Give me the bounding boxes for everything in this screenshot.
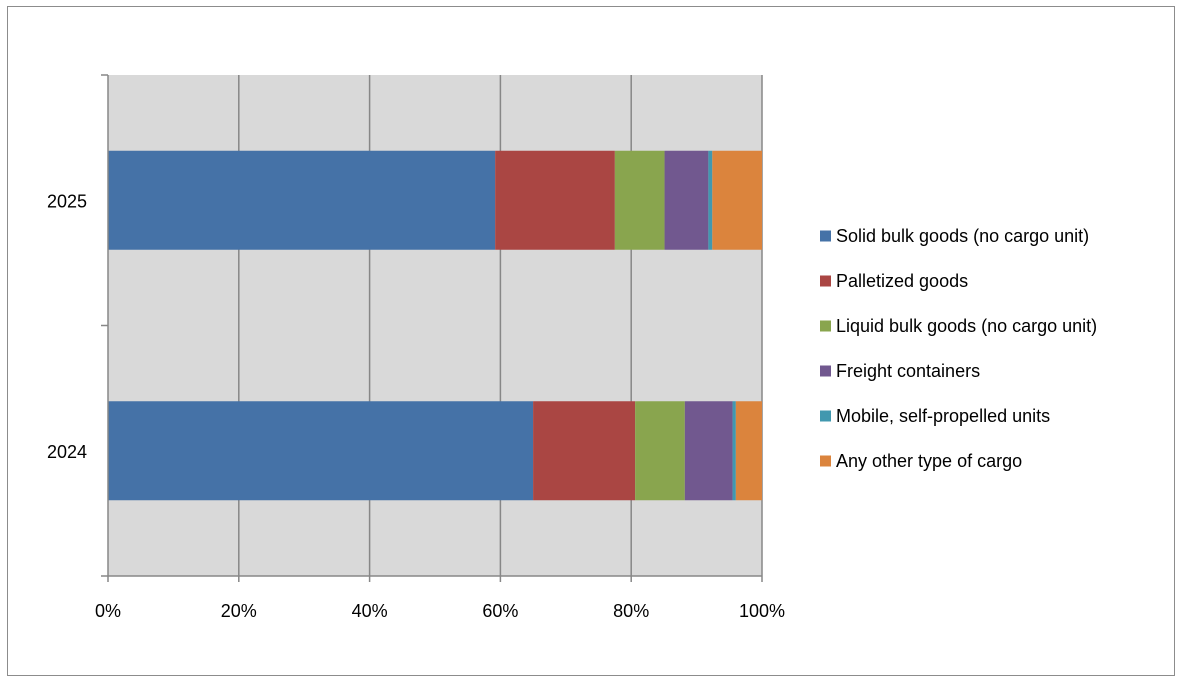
- axes: [101, 74, 763, 582]
- legend-swatch: [820, 455, 831, 467]
- y-tick-label: 2025: [47, 191, 87, 211]
- bar-segment: [614, 150, 665, 250]
- legend: Solid bulk goods (no cargo unit) Palletiz…: [820, 226, 1097, 471]
- legend-label: Solid bulk goods (no cargo unit): [836, 226, 1089, 246]
- bar-segment: [664, 150, 709, 250]
- legend-swatch: [820, 365, 831, 377]
- legend-label: Liquid bulk goods (no cargo unit): [836, 316, 1097, 336]
- bar-segment: [684, 401, 733, 501]
- x-tick-label: 100%: [739, 601, 785, 621]
- x-tick-label: 80%: [613, 601, 649, 621]
- bar-segment: [635, 401, 685, 501]
- bar-segment: [735, 401, 762, 501]
- x-tick-label: 20%: [221, 601, 257, 621]
- y-tick-labels: 2025 2024: [47, 191, 87, 462]
- legend-swatch: [820, 320, 831, 332]
- bar-segment: [708, 150, 713, 250]
- x-tick-labels: 0% 20% 40% 60% 80% 100%: [95, 601, 785, 621]
- bar-segment: [495, 150, 615, 250]
- legend-label: Palletized goods: [836, 271, 968, 291]
- legend-swatch: [820, 275, 831, 287]
- x-tick-label: 60%: [482, 601, 518, 621]
- legend-swatch: [820, 410, 831, 422]
- chart-frame: 0% 20% 40% 60% 80% 100% 2025 2024 Solid bulk g…: [7, 6, 1175, 676]
- y-tick-label: 2024: [47, 442, 87, 462]
- legend-label: Any other type of cargo: [836, 451, 1022, 471]
- bars: [108, 150, 762, 501]
- x-tick-label: 40%: [352, 601, 388, 621]
- bar-segment: [732, 401, 736, 501]
- bar-segment: [712, 150, 762, 250]
- bar-segment: [108, 150, 496, 250]
- plot-area-background: [108, 75, 762, 576]
- bar-segment: [108, 401, 534, 501]
- legend-label: Freight containers: [836, 361, 980, 381]
- x-tick-label: 0%: [95, 601, 121, 621]
- legend-swatch: [820, 230, 831, 242]
- stacked-bar-chart: 0% 20% 40% 60% 80% 100% 2025 2024 Solid bulk g…: [47, 74, 1097, 621]
- bar-segment: [533, 401, 636, 501]
- legend-label: Mobile, self-propelled units: [836, 406, 1050, 426]
